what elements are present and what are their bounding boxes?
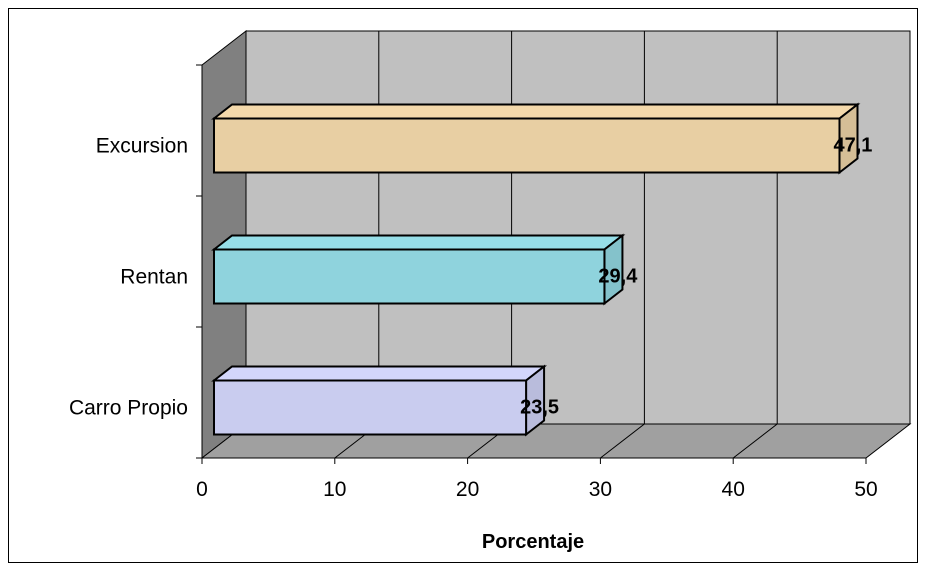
value-labels: 47,1 29,4 23,5 <box>520 135 872 419</box>
bar-excursion <box>211 102 861 175</box>
bar-carro-propio <box>211 364 547 437</box>
category-label-carro-propio: Carro Propio <box>69 397 188 420</box>
value-label-rentan: 29,4 <box>598 266 638 288</box>
category-label-rentan: Rentan <box>120 266 188 289</box>
bar-rentan <box>211 233 626 306</box>
x-tick-label-10: 10 <box>323 478 346 501</box>
x-tick-label-40: 40 <box>722 478 745 501</box>
bar-front-face <box>213 379 528 436</box>
bar-front-face <box>213 117 841 174</box>
floor-gridline <box>732 423 778 459</box>
category-labels: Excursion Rentan Carro Propio <box>69 135 188 420</box>
value-label-carro-propio: 23,5 <box>520 397 559 419</box>
x-tick-labels: 0 10 20 30 40 50 <box>196 478 878 501</box>
bar-top-face <box>211 365 547 382</box>
axes <box>196 64 867 464</box>
bar-front-face <box>213 248 606 305</box>
x-tick-label-0: 0 <box>196 478 208 501</box>
floor-gridline <box>600 423 645 459</box>
bar-top-face <box>211 103 861 120</box>
x-tick-label-30: 30 <box>589 478 612 501</box>
x-axis-title: Porcentaje <box>482 531 584 553</box>
bars <box>211 102 861 437</box>
x-tick-label-50: 50 <box>854 478 877 501</box>
x-tick-label-20: 20 <box>456 478 479 501</box>
chart-back-wall <box>245 30 911 425</box>
category-label-excursion: Excursion <box>96 135 188 158</box>
value-label-excursion: 47,1 <box>833 135 872 157</box>
bar-top-face <box>211 234 626 251</box>
